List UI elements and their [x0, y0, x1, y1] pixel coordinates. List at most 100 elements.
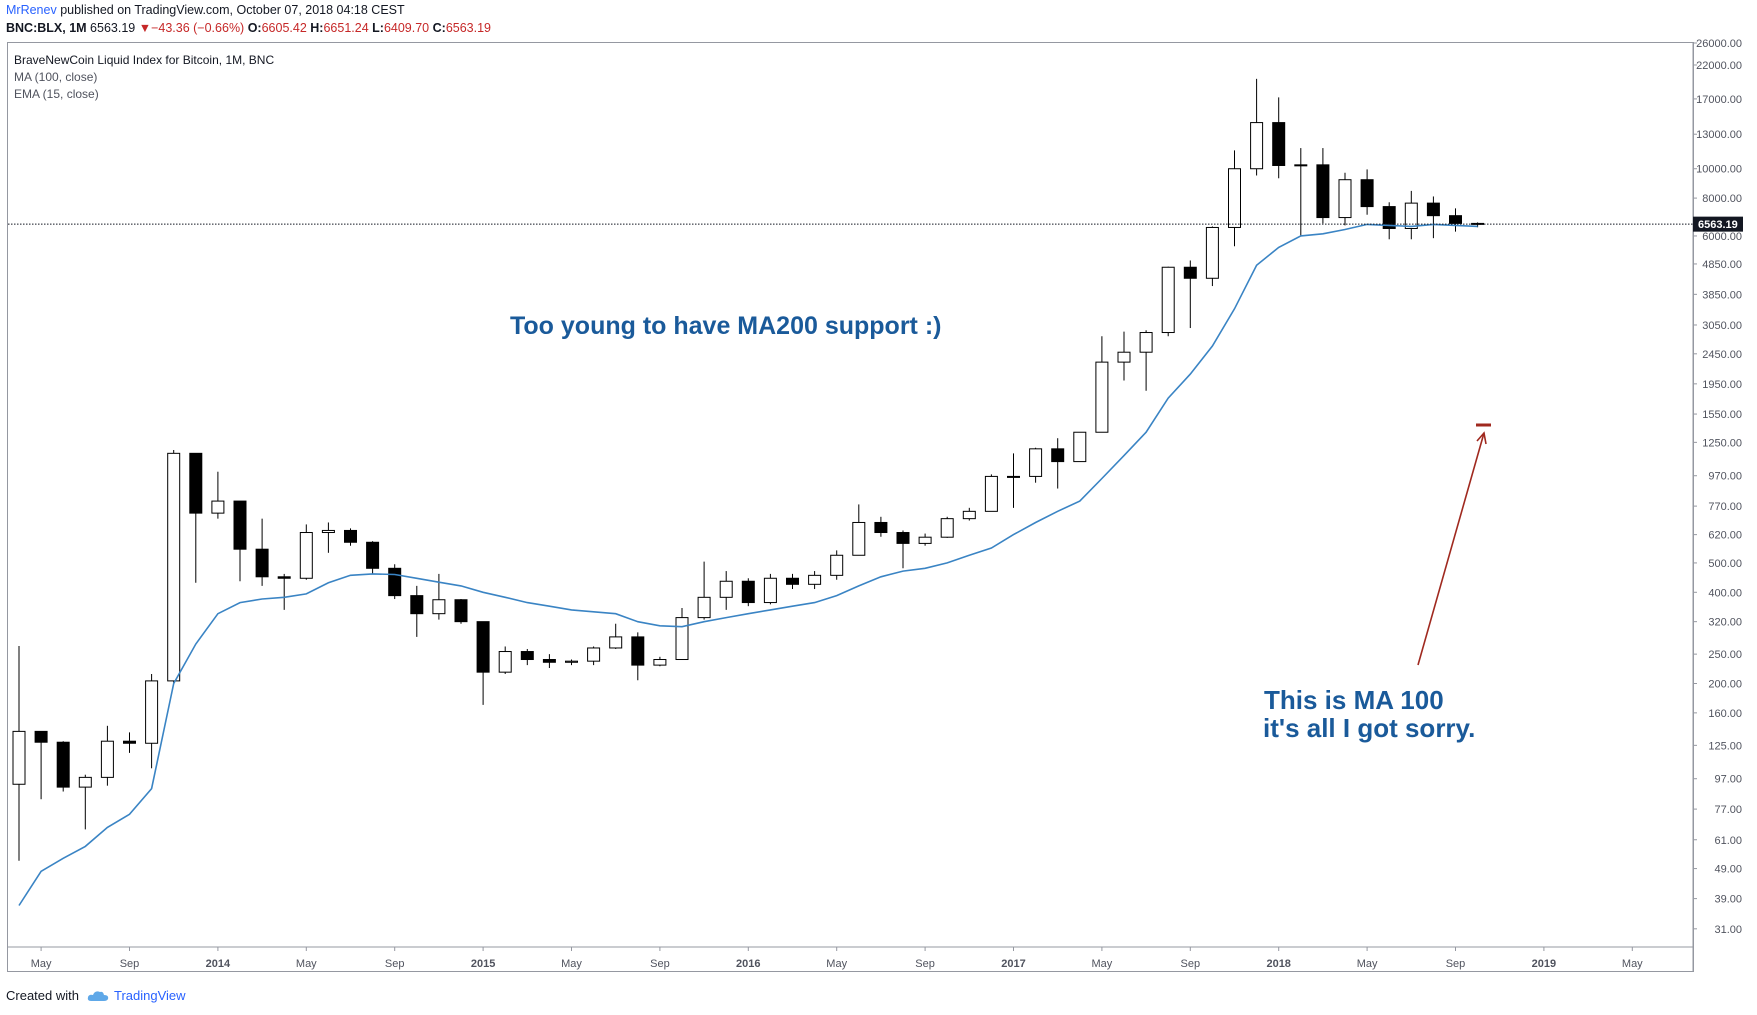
price-tick-label: 22000.00 [1696, 60, 1742, 72]
chart-legend: BraveNewCoin Liquid Index for Bitcoin, 1… [14, 52, 274, 103]
last-price-label: 6563.19 [1698, 219, 1738, 231]
time-tick-label: 2014 [206, 958, 231, 970]
candle-body-down [1449, 215, 1462, 224]
price-tick-label: 6000.00 [1702, 231, 1742, 243]
candle-body-up [940, 518, 954, 538]
candle [100, 725, 114, 786]
chart-frame[interactable] [7, 42, 1694, 972]
candle [1272, 97, 1286, 179]
candle [520, 648, 534, 666]
candle [1294, 148, 1308, 236]
price-tick-label: 500.00 [1708, 558, 1742, 570]
price-tick-label: 49.00 [1714, 864, 1742, 876]
candle [299, 524, 313, 580]
candle-body-up [609, 636, 623, 649]
price-tick-label: 770.00 [1708, 501, 1742, 513]
candle-body-up [1161, 266, 1175, 334]
candle [1404, 190, 1418, 240]
price-tick-label: 39.00 [1714, 894, 1742, 906]
time-tick-label: 2015 [471, 958, 495, 970]
price-tick-label: 400.00 [1708, 587, 1742, 599]
candle [78, 774, 92, 830]
candle-body-up [1338, 179, 1352, 219]
candle-body-down [1051, 448, 1065, 463]
down-arrow-icon: ▼ [138, 21, 152, 35]
time-tick-label: Sep [915, 958, 935, 970]
candle [321, 522, 335, 553]
candle-body-up [830, 554, 844, 576]
candle-body-down [741, 580, 755, 604]
candle-body-up [808, 574, 822, 585]
price-tick-label: 3850.00 [1702, 289, 1742, 301]
candle-body-down [1316, 164, 1330, 219]
change-value: −43.36 (−0.66%) [151, 21, 245, 35]
price-tick-label: 61.00 [1714, 835, 1742, 847]
candle [852, 504, 866, 556]
price-tick-label: 2450.00 [1702, 349, 1742, 361]
candle-body-down [476, 621, 490, 673]
candle-body-up [984, 475, 998, 512]
candle [1205, 226, 1219, 287]
candle [1007, 453, 1020, 508]
time-tick-label: May [561, 958, 582, 970]
candle-body-up [145, 680, 159, 744]
candle-body-up [12, 730, 26, 785]
author-link[interactable]: MrRenev [6, 3, 57, 17]
price-tick-label: 97.00 [1714, 774, 1742, 786]
candle [344, 528, 357, 546]
price-tick-label: 1250.00 [1702, 437, 1742, 449]
tradingview-logo[interactable]: TradingView [87, 988, 186, 1003]
time-tick-label: Sep [120, 958, 140, 970]
ma-100-line [18, 223, 1478, 906]
candle [1095, 336, 1109, 433]
candle-body-down [344, 529, 357, 543]
price-tick-label: 200.00 [1708, 679, 1742, 691]
candle [565, 659, 578, 666]
price-tick-label: 4850.00 [1702, 259, 1742, 271]
candle-body-down [277, 576, 291, 579]
footer-created: Created with [6, 988, 79, 1003]
candle [1051, 438, 1065, 489]
legend-ema: EMA (15, close) [14, 87, 99, 101]
candle-body-down [874, 521, 888, 534]
candle-body-up [565, 660, 578, 663]
candle-body-down [520, 651, 534, 661]
candle [542, 654, 556, 669]
price-tick-label: 8000.00 [1702, 193, 1742, 205]
symbol-label: BNC:BLX, 1M [6, 21, 87, 35]
candle [1338, 172, 1352, 226]
time-axis: May Sep 2014 May Sep 2015 May Sep 2016 May Sep 2017… [31, 947, 1643, 970]
price-tick-label: 620.00 [1708, 530, 1742, 542]
candle-body-down [388, 567, 402, 597]
candle [719, 571, 733, 610]
candle [498, 646, 512, 674]
candle [56, 741, 70, 792]
time-tick-label: Sep [1446, 958, 1466, 970]
candle [1073, 431, 1087, 463]
price-tick-label: 31.00 [1714, 924, 1742, 936]
price-tick-label: 3050.00 [1702, 320, 1742, 332]
candle-body-up [1073, 431, 1087, 463]
candle [233, 500, 247, 582]
candle-body-up [498, 651, 512, 673]
candle-body-up [1228, 168, 1241, 228]
candle [874, 516, 888, 537]
candle [123, 732, 136, 753]
candle [653, 656, 667, 667]
candle [410, 585, 424, 637]
candle [34, 730, 48, 800]
time-tick-label: May [1092, 958, 1113, 970]
publish-header: MrRenev published on TradingView.com, Oc… [6, 2, 405, 18]
candle-body-up [299, 532, 313, 579]
candle [587, 646, 601, 666]
candle [786, 573, 799, 590]
time-tick-label: May [1622, 958, 1643, 970]
candle-body-down [366, 541, 380, 569]
time-tick-label: May [296, 958, 317, 970]
candle-body-down [1360, 179, 1374, 208]
candle-body-up [1007, 475, 1020, 478]
candle [255, 518, 269, 586]
high-value: 6651.24 [323, 21, 369, 35]
candle [1449, 208, 1462, 232]
